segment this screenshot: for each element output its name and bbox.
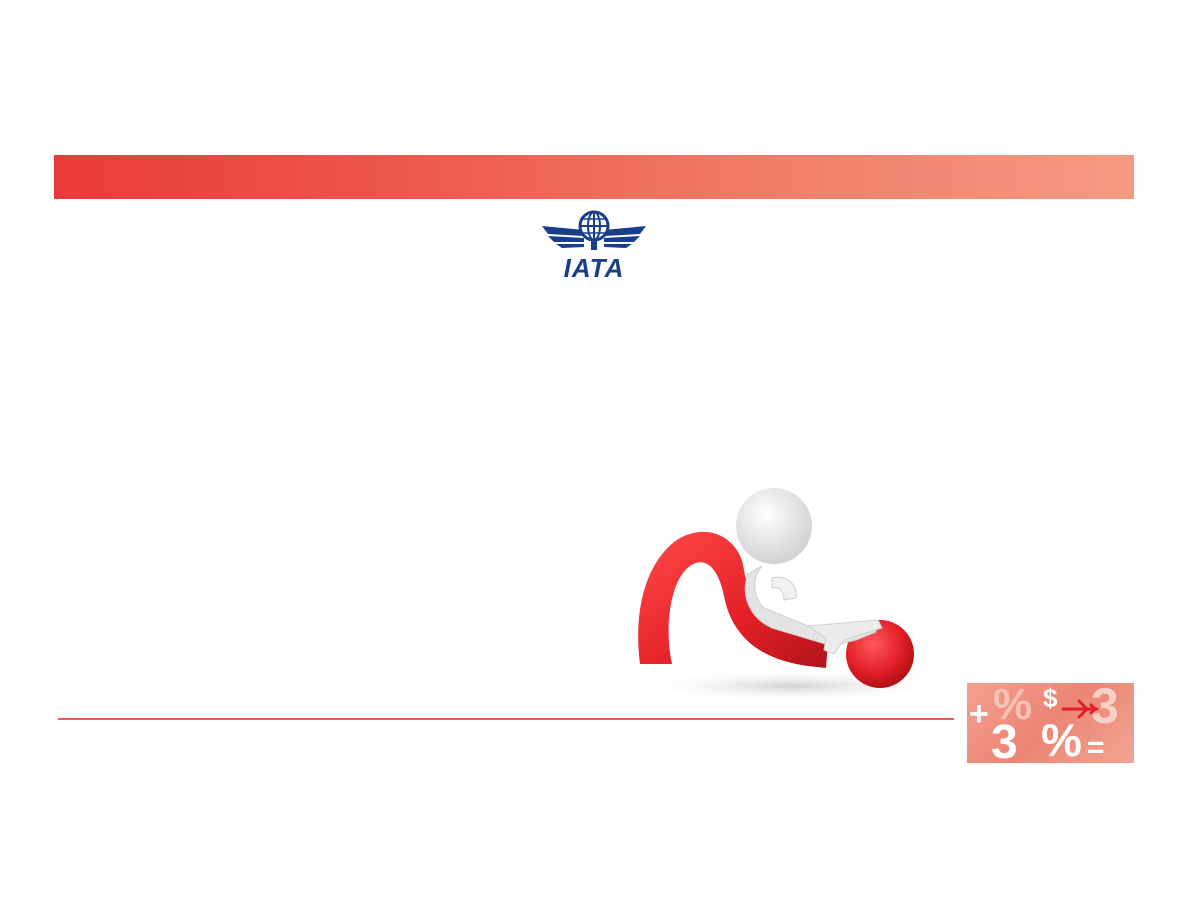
header-bar [54, 155, 1134, 199]
question-mark-person-illustration [612, 478, 952, 710]
percent-glyph: % [993, 683, 1033, 729]
dollar-glyph: $ [1043, 683, 1058, 713]
equals-glyph: = [1087, 731, 1105, 763]
globe-wings-icon [542, 210, 646, 250]
three-glyph-bottom: 3 [991, 716, 1018, 764]
footer-divider [58, 718, 954, 720]
airplane-icon [1061, 699, 1099, 719]
question-mark-person-icon [632, 488, 952, 702]
symbols-tile: + % $ 3 3 % = [967, 683, 1134, 763]
three-glyph-top: 3 [1091, 683, 1119, 734]
logo-text: IATA [563, 253, 625, 283]
percent-glyph-bottom: % [1041, 714, 1082, 763]
iata-logo: IATA [538, 206, 650, 282]
plus-glyph: + [969, 695, 989, 733]
